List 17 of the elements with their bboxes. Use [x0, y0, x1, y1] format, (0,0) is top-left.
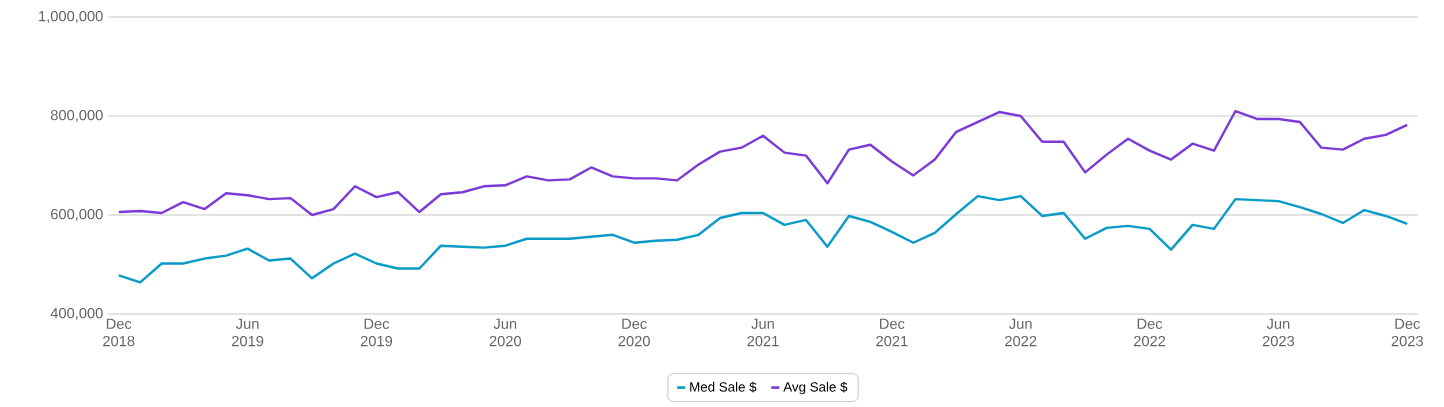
x-tick-label: Dec 2021 [876, 318, 908, 347]
y-tick-label: 600,000 [51, 208, 103, 222]
x-tick-label: Dec 2022 [1133, 318, 1166, 347]
x-tick-label: Jun 2019 [232, 318, 264, 347]
x-tick-label: Jun 2020 [489, 318, 522, 347]
legend-label: Avg Sale $ [783, 381, 848, 395]
x-tick-label: Jun 2022 [1005, 318, 1037, 347]
y-tick-label: 400,000 [50, 307, 103, 321]
y-tick-label: 800,000 [50, 109, 103, 123]
x-tick-label: Dec 2018 [103, 318, 135, 347]
x-tick-label: Dec 2019 [360, 318, 393, 347]
legend-label: Med Sale $ [690, 381, 757, 393]
x-tick-label: Jun 2023 [1262, 318, 1295, 347]
x-tick-label: Jun 2021 [747, 318, 779, 347]
x-tick-label: Dec 2023 [1391, 318, 1423, 347]
x-tick-label: Dec 2020 [618, 318, 650, 347]
y-tick-label: 1,000,000 [39, 10, 103, 24]
